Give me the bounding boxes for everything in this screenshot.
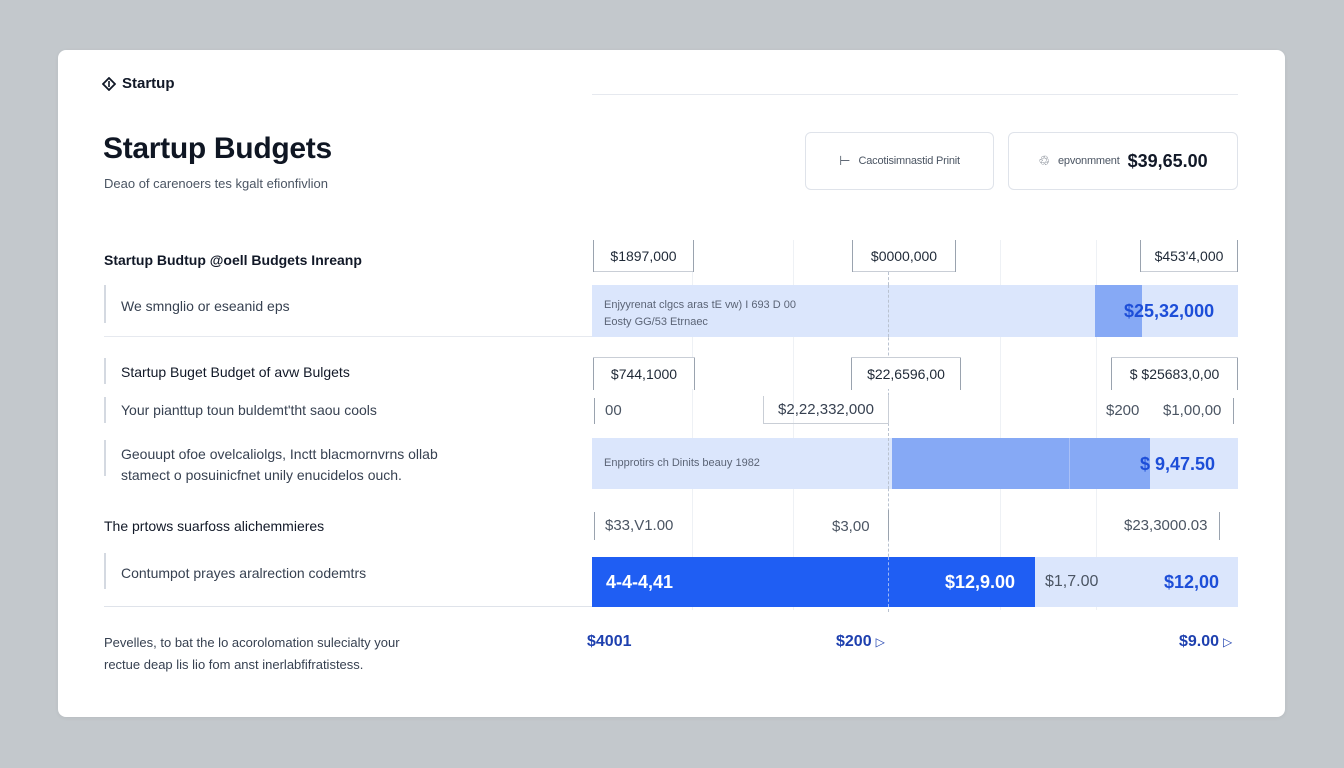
grid-line: [793, 240, 794, 610]
tick-label: $22,6596,00: [851, 357, 961, 390]
tick-label: $ $25683,0,00: [1111, 357, 1238, 390]
axis-value: $9.00: [1179, 633, 1220, 650]
page-subtitle: Deao of carenoers tes kgalt efionfivlion: [104, 176, 329, 191]
stat-card-primary[interactable]: ⊢ Cacotisimnastid Prinit: [805, 132, 994, 190]
axis-value: $4001: [587, 633, 632, 650]
row-label: Geouupt ofoe ovelcaliolgs, Inctt blacmor…: [121, 446, 438, 462]
footer-line: rectue deap lis lio fom anst inerlabfifr…: [104, 657, 364, 672]
bar-start-icon: ⊢: [839, 153, 851, 168]
row-label: We smnglio or eseanid eps: [121, 298, 290, 314]
footer-line: Pevelles, to bat the lo acorolomation su…: [104, 635, 400, 650]
segment-divider: [1069, 438, 1070, 489]
bar-value: $12,00: [1164, 572, 1220, 592]
axis-value-link[interactable]: $4001: [587, 633, 632, 651]
axis-value-link[interactable]: $200 ▷: [836, 633, 885, 651]
bar-note: Eosty GG/53 Etrnaec: [604, 316, 708, 328]
stat-label: Cacotisimnastid Prinit: [858, 155, 960, 167]
brand-name: Startup: [122, 75, 175, 92]
bar-value: $25,32,000: [1124, 301, 1215, 321]
row-value: $1,00,00: [1163, 398, 1235, 424]
budget-bar-segment: [1095, 285, 1142, 337]
row-label: stamect o posuinicfnet unily enucidelos …: [121, 467, 402, 483]
grid-line: [692, 240, 693, 610]
midpoint-dashed-line: [888, 285, 889, 337]
footer-text: Pevelles, to bat the lo acorolomation su…: [104, 632, 400, 676]
row-marker: [104, 285, 106, 323]
stat-label: epvonmment: [1057, 155, 1120, 167]
tick-label: $453'4,000: [1140, 240, 1238, 272]
section-heading-1: Startup Budtup @oell Budgets Inreanp: [104, 252, 362, 268]
row-marker: [104, 358, 106, 384]
bar-value: $ 9,47.50: [1140, 454, 1216, 474]
midpoint-dashed-line: [888, 262, 889, 612]
midpoint-dashed-line: [888, 557, 889, 607]
budget-bar-segment: [592, 557, 1035, 607]
bar-note: Enpprotirs ch Dinits beauy 1982: [604, 457, 760, 469]
row-value: $33,V1.00: [594, 512, 673, 540]
play-arrow-icon: ▷: [1223, 635, 1233, 649]
tick-label: $1897,000: [593, 240, 694, 272]
header-rule: [592, 94, 1238, 95]
diamond-logo-icon: [102, 76, 116, 91]
stat-card-total[interactable]: ♲ epvonmment $39,65.00: [1008, 132, 1238, 190]
grid-line: [1000, 240, 1001, 610]
row-value: $23,3000.03: [1124, 512, 1221, 540]
row-marker: [104, 397, 106, 423]
row-marker: [104, 440, 106, 476]
page-title: Startup Budgets: [103, 132, 332, 165]
row-value: 00: [594, 398, 622, 424]
row-marker: [104, 553, 106, 589]
tick-label: $0000,000: [852, 240, 956, 272]
section-heading-3: The prtows suarfoss alichemmieres: [104, 518, 325, 534]
tick-mark: [888, 510, 889, 540]
bar-value: $12,9.00: [945, 572, 1016, 592]
row-value: $3,00: [832, 518, 870, 535]
grid-line: [1096, 240, 1097, 610]
brand[interactable]: Startup: [102, 75, 175, 92]
midpoint-dashed-line: [888, 438, 889, 489]
section-heading-2: Startup Buget Budget of avw Bulgets: [121, 364, 350, 380]
budget-bar-segment: [892, 438, 1150, 489]
bar-note: Enjyyrenat clgcs aras tE vw) I 693 D 00: [604, 299, 796, 311]
row-value: $1,7.00: [1045, 573, 1099, 590]
row-value: $2,22,332,000: [763, 396, 889, 424]
stat-value: $39,65.00: [1127, 150, 1208, 171]
bar-value: 4-4-4,41: [606, 572, 674, 592]
row-value: $200: [1106, 402, 1140, 419]
recycle-icon: ♲: [1038, 153, 1050, 168]
axis-value: $200: [836, 633, 872, 650]
row-label: Your pianttup toun buldemt'tht saou cool…: [121, 402, 377, 418]
tick-label: $744,1000: [593, 357, 695, 390]
axis-value-link[interactable]: $9.00 ▷: [1179, 633, 1232, 651]
row-divider: [104, 336, 592, 337]
play-arrow-icon: ▷: [875, 635, 885, 649]
row-label: Contumpot prayes aralrection codemtrs: [121, 565, 367, 581]
